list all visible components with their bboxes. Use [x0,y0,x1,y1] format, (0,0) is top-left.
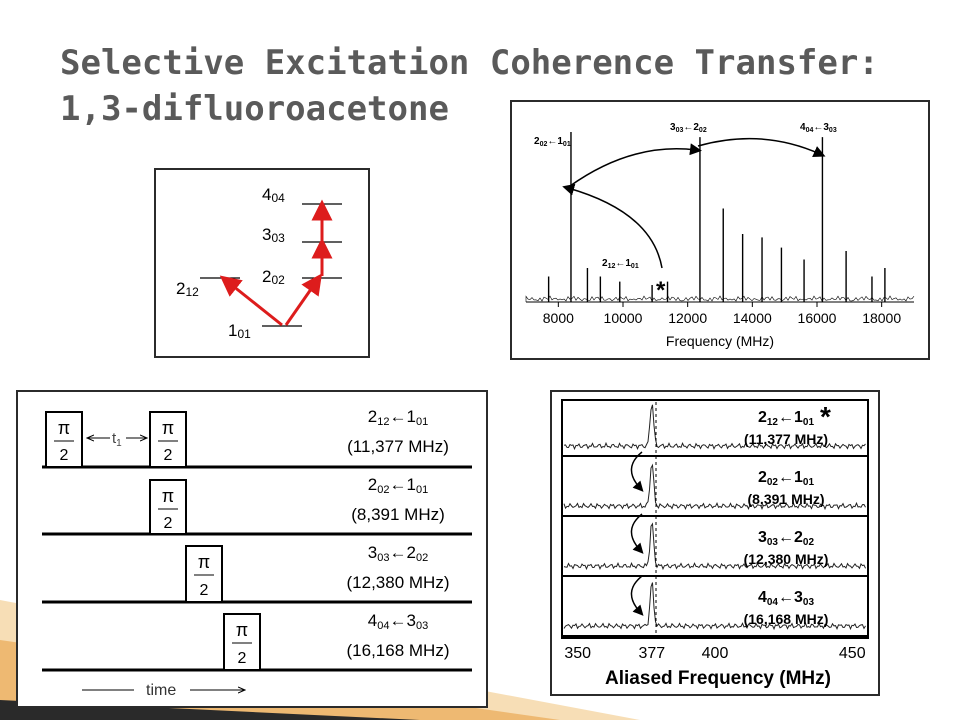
svg-text:π: π [198,552,210,572]
spectrum-x-tick-label: 8000 [543,310,574,326]
svg-text:(8,391 MHz): (8,391 MHz) [747,491,824,507]
aliased-trace [563,404,866,451]
pulse-sequence-diagram: π 2 π 2 π 2 π 2 π 2 t1 [42,407,472,699]
spectrum-chart-panel: 8000 10000 12000 14000 16000 18000 Frequency … [510,100,930,360]
pulse-row-label-2: 202←101 (8,391 MHz) [351,475,445,524]
level-label-101: 101 [228,321,251,341]
pulse-row-label-1: 212←101 (11,377 MHz) [347,407,449,456]
svg-text:2: 2 [200,582,209,599]
level-label-303: 303 [262,225,285,245]
svg-text:(16,168 MHz): (16,168 MHz) [347,641,450,660]
pulse-box-row1-a: π 2 [45,411,83,468]
level-label-212: 212 [176,279,199,299]
aliased-plot-frame [561,399,869,639]
aliased-trace [563,582,866,631]
pulse-row-label-4: 404←303 (16,168 MHz) [347,611,450,660]
svg-text:(12,380 MHz): (12,380 MHz) [744,551,829,567]
svg-text:2: 2 [164,447,173,464]
aliased-transfer-arrow-2 [630,513,644,554]
aliased-transfer-arrow-1 [630,451,644,492]
aliased-frequency-panel: 350 377 400 450 Aliased Frequency (MHz) 212… [550,390,880,696]
svg-text:212←101: 212←101 [368,407,428,428]
aliased-x-tick-label: 377 [639,645,666,662]
aliased-row-label-3: 303←202 (12,380 MHz) [744,529,829,567]
aliased-x-tick-label: 400 [702,645,729,662]
svg-text:(8,391 MHz): (8,391 MHz) [351,505,445,524]
spectrum-label-212-101: 212←101 [602,258,639,270]
energy-level-svg: 404 303 202 212 101 [176,185,342,341]
aliased-xlabel: Aliased Frequency (MHz) [605,668,831,689]
svg-text:π: π [162,418,174,438]
aliased-x-tick-label: 450 [839,645,866,662]
pulse-row-label-3: 303←202 (12,380 MHz) [347,543,450,592]
pulse-box-row3: π 2 [185,545,223,603]
svg-text:212←101: 212←101 [758,409,814,428]
pulse-sequence-panel: π 2 π 2 π 2 π 2 π 2 t1 [16,390,488,708]
svg-text:π: π [58,418,70,438]
aliased-frequency-chart: 350 377 400 450 Aliased Frequency (MHz) 212… [561,399,869,689]
transfer-arrow-212-to-202 [562,183,663,269]
svg-text:303←202: 303←202 [758,529,814,548]
spectrum-star-marker: * [656,277,666,304]
svg-text:π: π [162,486,174,506]
spectrum-x-tick-label: 14000 [733,310,772,326]
spectrum-chart: 8000 10000 12000 14000 16000 18000 Frequency … [525,122,915,349]
svg-text:202←101: 202←101 [368,475,428,496]
pulse-box-row2: π 2 [149,479,187,535]
transfer-arrow-303-to-404 [697,137,826,158]
aliased-x-tick-label: 350 [564,645,591,662]
transition-arrow-101-212 [219,275,283,327]
level-label-404: 404 [262,185,285,205]
svg-text:2: 2 [238,650,247,667]
aliased-trace [563,522,866,571]
spectrum-label-404-303: 404←303 [800,122,837,134]
transfer-arrow-202-to-303 [569,143,702,187]
aliased-row-label-2: 202←101 (8,391 MHz) [747,469,824,507]
spectrum-x-tick-label: 18000 [862,310,901,326]
level-label-202: 202 [262,267,285,287]
spectrum-noise-floor [525,295,915,302]
spectrum-label-303-202: 303←202 [670,122,707,134]
pulse-box-row1-b: π 2 [149,411,187,468]
aliased-row-label-1: 212←101 (11,377 MHz) [744,409,828,447]
svg-text:303←202: 303←202 [368,543,428,564]
slide-title-line2: 1,3-difluoroacetone [60,89,449,129]
aliased-transfer-arrow-3 [630,575,644,616]
spectrum-xlabel: Frequency (MHz) [666,333,774,349]
spectrum-x-tick-label: 16000 [798,310,837,326]
svg-text:(11,377 MHz): (11,377 MHz) [347,437,449,456]
svg-text:2: 2 [164,515,173,532]
svg-text:404←303: 404←303 [758,589,814,608]
spectrum-label-202-101: 202←101 [534,136,571,148]
svg-text:(16,168 MHz): (16,168 MHz) [744,611,829,627]
transition-arrow-101-202 [284,273,323,326]
aliased-star-marker: * [820,401,831,432]
pulse-box-row4: π 2 [223,613,261,671]
aliased-trace [563,463,866,511]
svg-text:π: π [236,620,248,640]
time-axis-label: time [146,682,176,699]
energy-level-diagram: 404 303 202 212 101 [154,168,370,358]
slide-title: Selective Excitation Coherence Transfer:… [60,40,920,132]
svg-text:(11,377 MHz): (11,377 MHz) [744,431,828,447]
aliased-row-label-4: 404←303 (16,168 MHz) [744,589,829,627]
spectrum-x-tick-label: 12000 [668,310,707,326]
svg-text:(12,380 MHz): (12,380 MHz) [347,573,450,592]
slide-title-line1: Selective Excitation Coherence Transfer: [60,43,879,83]
svg-text:2: 2 [60,447,69,464]
spectrum-x-tick-label: 10000 [604,310,643,326]
delay-label: t1 [112,430,122,449]
svg-text:202←101: 202←101 [758,469,814,488]
svg-text:404←303: 404←303 [368,611,428,632]
